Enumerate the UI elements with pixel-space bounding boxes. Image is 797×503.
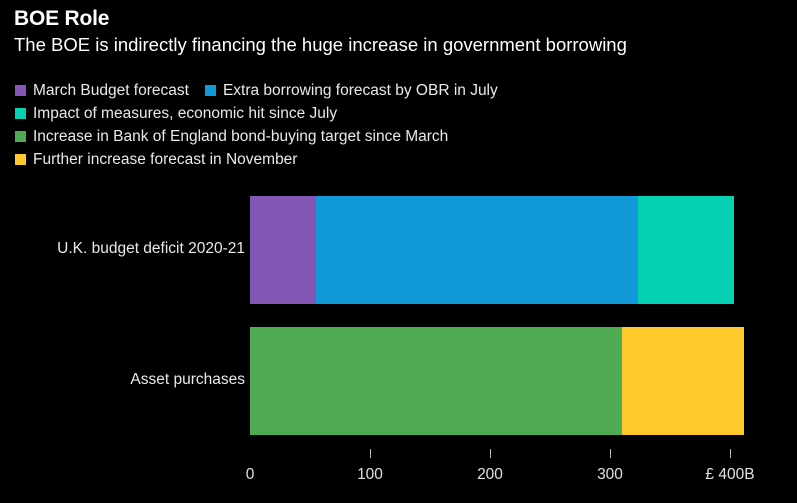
legend-swatch-icon bbox=[15, 108, 26, 119]
chart-subtitle: The BOE is indirectly financing the huge… bbox=[14, 34, 627, 55]
axis-tick-mark bbox=[370, 449, 371, 458]
legend-row: March Budget forecast Extra borrowing fo… bbox=[15, 80, 790, 101]
axis-tick-mark bbox=[610, 449, 611, 458]
legend-item-label: March Budget forecast bbox=[33, 81, 189, 99]
chart-header: BOE Role The BOE is indirectly financing… bbox=[14, 6, 784, 57]
stacked-bar[interactable] bbox=[250, 196, 734, 304]
legend-item-label: Further increase forecast in November bbox=[33, 150, 298, 168]
legend-item-further-increase-november[interactable]: Further increase forecast in November bbox=[15, 151, 297, 169]
category-label: U.K. budget deficit 2020-21 bbox=[57, 240, 245, 257]
legend-row: Increase in Bank of England bond-buying … bbox=[15, 126, 790, 147]
legend-item-label: Extra borrowing forecast by OBR in July bbox=[222, 81, 498, 99]
legend-swatch-icon bbox=[15, 85, 26, 96]
bar-segment[interactable] bbox=[316, 196, 638, 304]
category-label: Asset purchases bbox=[130, 371, 245, 388]
axis-tick-label: £ 400B bbox=[705, 466, 755, 483]
axis-tick-mark bbox=[490, 449, 491, 458]
legend-item-extra-borrowing-forecast[interactable]: Extra borrowing forecast by OBR in July bbox=[204, 81, 498, 100]
bar-segment[interactable] bbox=[250, 196, 316, 304]
legend-item-impact-of-measures[interactable]: Impact of measures, economic hit since J… bbox=[15, 105, 337, 123]
legend-item-march-budget-forecast[interactable]: March Budget forecast bbox=[15, 82, 189, 100]
chart-legend: March Budget forecast Extra borrowing fo… bbox=[15, 80, 790, 172]
legend-item-label: Increase in Bank of England bond-buying … bbox=[33, 127, 449, 145]
legend-item-boe-bond-buying-increase[interactable]: Increase in Bank of England bond-buying … bbox=[15, 128, 448, 146]
axis-tick-label: 300 bbox=[597, 466, 623, 483]
bar-segment[interactable] bbox=[637, 196, 734, 304]
bar-segment[interactable] bbox=[622, 327, 745, 435]
axis-tick-mark bbox=[730, 449, 731, 458]
legend-swatch-icon bbox=[15, 131, 26, 142]
axis-tick-label: 100 bbox=[357, 466, 383, 483]
legend-item-label: Impact of measures, economic hit since J… bbox=[33, 104, 338, 122]
bar-segment[interactable] bbox=[250, 327, 622, 435]
legend-swatch-icon bbox=[204, 85, 216, 96]
legend-swatch-icon bbox=[15, 154, 26, 165]
chart-title: BOE Role bbox=[14, 7, 110, 30]
stacked-bar[interactable] bbox=[250, 327, 745, 435]
legend-row: Further increase forecast in November bbox=[15, 149, 790, 170]
legend-row: Impact of measures, economic hit since J… bbox=[15, 103, 790, 124]
axis-tick-label: 0 bbox=[245, 466, 255, 483]
axis-tick-label: 200 bbox=[477, 466, 503, 483]
